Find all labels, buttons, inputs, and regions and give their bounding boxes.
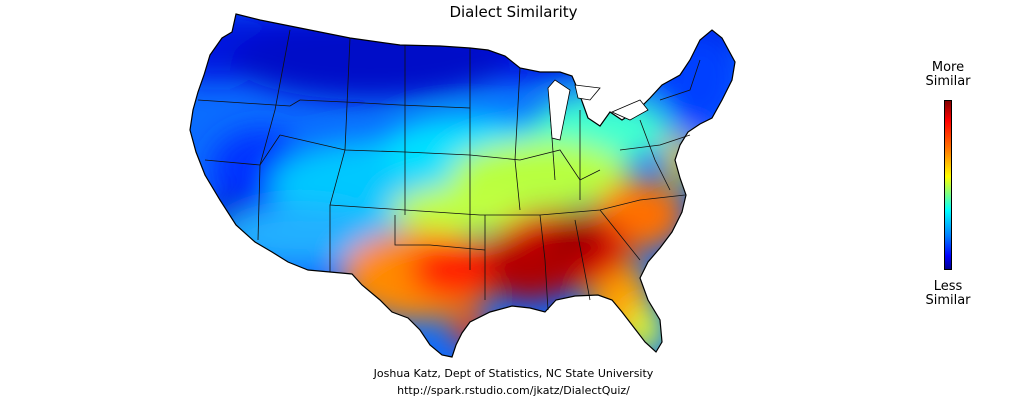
state-boundaries — [197, 29, 701, 311]
legend-bottom-line1: Less — [933, 279, 963, 294]
legend-more-similar-label: More Similar — [908, 61, 988, 89]
legend-bottom-line2: Similar — [925, 293, 971, 308]
legend-top-line1: More — [931, 60, 965, 75]
similarity-heat-field — [190, 14, 735, 357]
legend-colorbar — [944, 100, 952, 270]
source-url: http://spark.rstudio.com/jkatz/DialectQu… — [397, 384, 630, 397]
author-credit: Joshua Katz, Dept of Statistics, NC Stat… — [373, 367, 654, 380]
map-title: Dialect Similarity — [449, 3, 578, 21]
legend-less-similar-label: Less Similar — [908, 280, 988, 308]
great-lakes — [547, 79, 649, 141]
legend-top-line2: Similar — [925, 74, 971, 89]
